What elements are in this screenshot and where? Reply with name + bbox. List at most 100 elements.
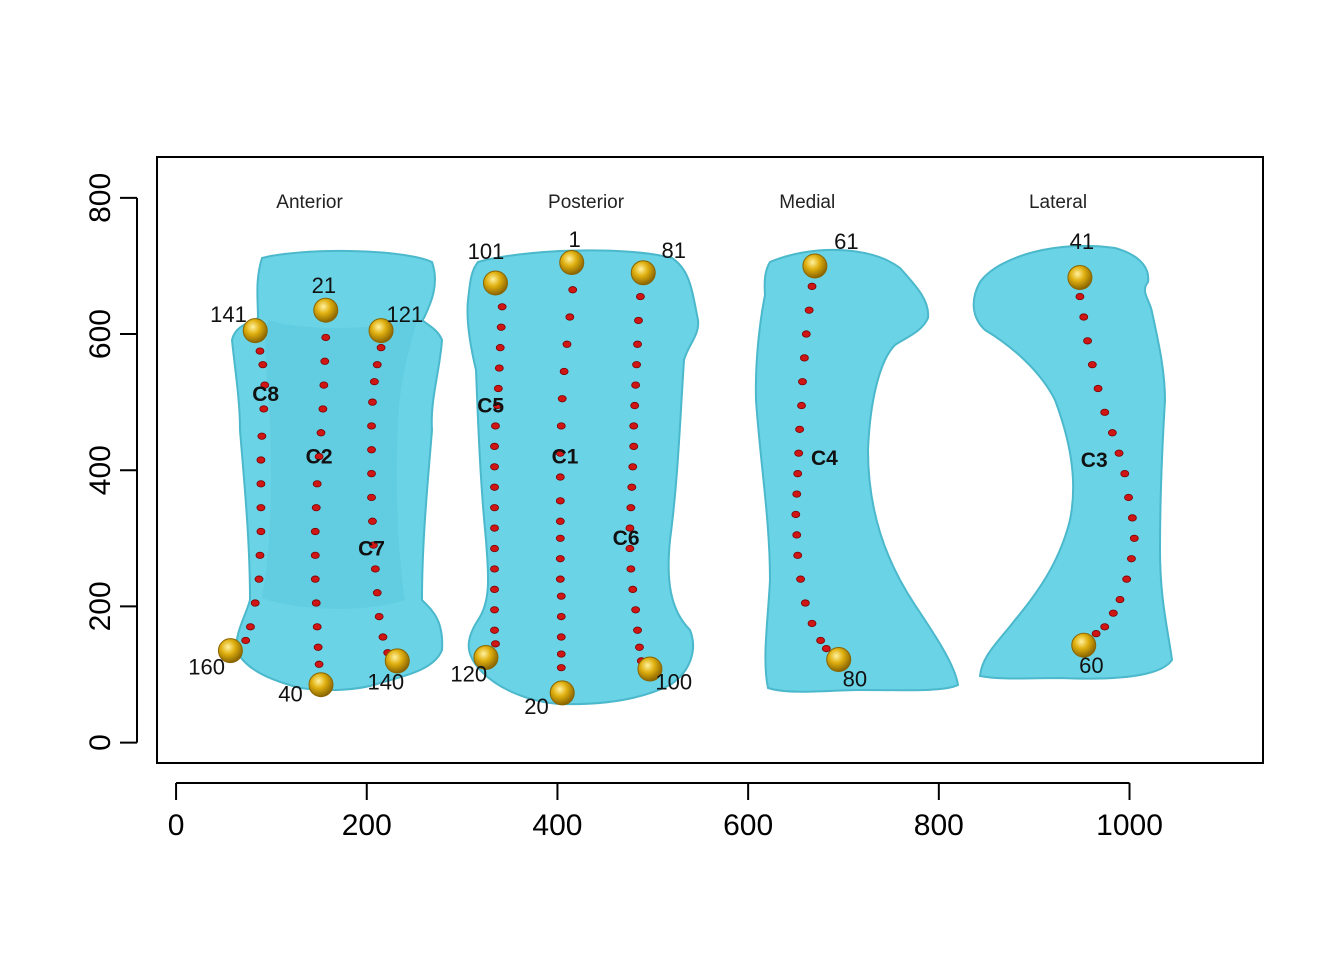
semilandmark-point [568,286,578,294]
semilandmark-point [367,493,376,502]
bone-medial [754,249,960,693]
semilandmark-point [369,378,379,386]
semilandmark-point [794,449,804,457]
semilandmark-point [1087,361,1097,369]
landmark-label-81: 81 [662,238,686,263]
semilandmark-point [801,330,811,338]
semilandmark-point [635,643,644,651]
semilandmark-point [795,425,805,433]
semilandmark-point [1114,449,1124,457]
semilandmark-point [314,660,324,668]
semilandmark-point [367,422,376,430]
semilandmark-point [1100,408,1110,416]
curve-label-c7: C7 [358,537,385,560]
semilandmark-point [372,361,382,369]
landmark-label-160: 160 [188,654,225,679]
semilandmark-point [378,633,388,641]
semilandmark-point [635,292,645,301]
semilandmark-point [255,551,265,559]
landmark-141 [242,318,268,344]
curve-c4 [791,282,831,653]
view-label-anterior: Anterior [276,192,343,213]
semilandmark-point [490,463,499,471]
semilandmark-curves [241,282,1139,672]
semilandmark-point [491,422,500,430]
landmark-points [217,250,1097,706]
semilandmark-point [634,316,643,325]
semilandmark-point [630,401,640,410]
semilandmark-point [556,422,566,430]
semilandmark-point [555,555,565,563]
semilandmark-point [368,398,377,406]
y-tick-label: 400 [84,445,117,495]
curve-c8 [241,347,270,645]
curve-label-c6: C6 [613,527,640,550]
semilandmark-point [490,585,499,593]
landmark-label-1: 1 [568,227,580,252]
landmark-label-61: 61 [834,229,858,254]
semilandmark-point [1100,623,1110,631]
semilandmark-point [250,599,260,607]
semilandmark-point [1108,609,1118,617]
bone-anterior-shade [262,318,418,609]
semilandmark-point [1115,595,1125,604]
semilandmark-point [804,306,814,314]
semilandmark-point [256,456,266,464]
y-tick-label: 800 [84,173,117,223]
landmark-label-20: 20 [524,694,548,719]
semilandmark-point [260,381,270,389]
semilandmark-point [254,575,264,583]
curve-label-c5: C5 [477,394,504,417]
semilandmark-point [491,640,500,648]
semilandmark-point [1083,337,1092,345]
semilandmark-point [1091,630,1101,638]
view-label-lateral: Lateral [1029,192,1087,213]
semilandmark-point [1107,429,1117,437]
x-axis: 0 200 400 600 800 1000 [168,782,1163,842]
semilandmark-point [791,510,801,519]
semilandmark-point [556,592,566,600]
view-label-medial: Medial [779,192,835,213]
semilandmark-point [311,599,321,607]
curve-c2 [310,333,331,668]
landmark-160 [217,638,243,664]
curve-label-c4: C4 [811,447,838,470]
semilandmark-point [316,429,326,437]
semilandmark-point [555,575,565,583]
landmark-label-121: 121 [387,302,424,327]
semilandmark-point [629,422,639,430]
semilandmark-point [821,645,831,653]
semilandmark-point [1075,292,1085,301]
semilandmark-point [495,344,505,352]
x-tick-label: 200 [342,809,392,842]
semilandmark-point [490,524,499,532]
landmark-140 [384,648,410,674]
semilandmark-point [246,623,255,631]
curve-label-c3: C3 [1081,449,1108,472]
semilandmark-point [1120,470,1130,478]
semilandmark-point [798,378,807,386]
semilandmark-point [319,381,329,389]
semilandmark-point [1127,514,1137,522]
landmark-41 [1067,265,1093,291]
semilandmark-point [555,497,565,505]
semilandmark-point [626,565,636,573]
semilandmark-point [314,452,324,461]
semilandmark-point [556,664,566,672]
semilandmark-point [496,323,506,331]
semilandmark-point [313,643,323,651]
landmark-label-120: 120 [450,661,487,686]
curve-c1 [555,286,578,672]
semilandmark-point [490,483,499,491]
x-tick-label: 800 [914,809,964,842]
semilandmark-point [631,381,641,389]
semilandmark-point [493,384,503,393]
semilandmark-point [256,480,266,488]
landmark-21 [313,297,339,323]
semilandmark-point [632,361,641,369]
semilandmark-point [490,565,499,573]
semilandmark-point [310,527,320,536]
landmark-121 [368,318,394,344]
y-tick-label: 600 [84,309,117,359]
landmark-label-40: 40 [278,682,302,707]
